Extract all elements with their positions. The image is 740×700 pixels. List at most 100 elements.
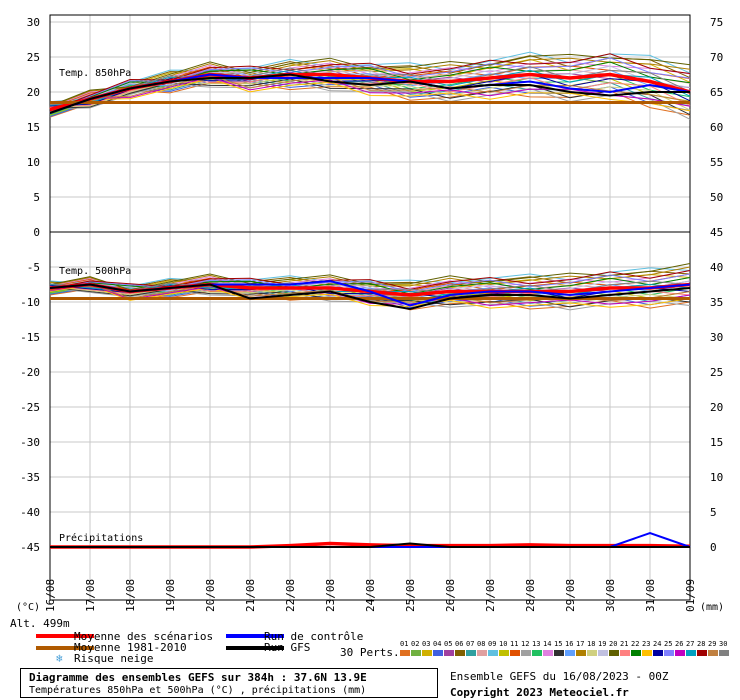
legend-snow: Risque neige: [74, 652, 154, 665]
pert-label: 12: [521, 640, 530, 648]
y-tick-label-right: 65: [710, 86, 723, 99]
pert-label: 01: [400, 640, 409, 648]
pert-label: 03: [422, 640, 431, 648]
pert-swatch: [565, 650, 575, 656]
x-tick-label: 22/08: [284, 579, 297, 612]
pert-swatch: [455, 650, 465, 656]
y-tick-label-left: -10: [20, 296, 40, 309]
x-tick-label: 29/08: [564, 579, 577, 612]
x-tick-label: 31/08: [644, 579, 657, 612]
y-tick-label-left: 10: [27, 156, 40, 169]
x-tick-label: 18/08: [124, 579, 137, 612]
chart-grid: [49, 14, 691, 601]
pert-swatch: [631, 650, 641, 656]
pert-swatch: [609, 650, 619, 656]
y-tick-label-right: 50: [710, 191, 723, 204]
pert-swatch: [411, 650, 421, 656]
pert-swatch: [708, 650, 718, 656]
x-tick-label: 26/08: [444, 579, 457, 612]
pert-label: 22: [631, 640, 640, 648]
y-tick-label-right: 30: [710, 331, 723, 344]
ensemble-line-500: [49, 263, 691, 291]
x-tick-label: 19/08: [164, 579, 177, 612]
pert-label: 18: [587, 640, 596, 648]
pert-label: 27: [686, 640, 695, 648]
legend-gfs: Run GFS: [264, 641, 311, 654]
pert-label: 13: [532, 640, 541, 648]
pert-label: 05: [444, 640, 453, 648]
pert-swatch: [642, 650, 652, 656]
y-tick-label-left: 30: [27, 16, 40, 29]
pert-swatch: [488, 650, 498, 656]
pert-label: 26: [675, 640, 684, 648]
y-tick-label-left: -25: [20, 401, 40, 414]
ensemble-line-500: [49, 283, 691, 307]
y-tick-label-right: 55: [710, 156, 723, 169]
y-tick-label-right: 60: [710, 121, 723, 134]
pert-label: 21: [620, 640, 629, 648]
x-tick-label: 21/08: [244, 579, 257, 612]
y-tick-label-left: 5: [33, 191, 40, 204]
panel-label-precip: Précipitations: [59, 532, 143, 544]
y-tick-label-right: 40: [710, 261, 723, 274]
y-tick-label-right: 70: [710, 51, 723, 64]
chart-ticks: 16/08 17/08 18/08 19/08 20/08 21/08 22/08 23/08…: [20, 16, 723, 612]
panel-label-500: Temp. 500hPa: [59, 266, 131, 277]
y-tick-label-left: 20: [27, 86, 40, 99]
pert-swatch: [477, 650, 487, 656]
pert-label: 25: [664, 640, 673, 648]
pert-swatch: [510, 650, 520, 656]
y-tick-label-right: 0: [710, 541, 717, 554]
x-tick-label: 24/08: [364, 579, 377, 612]
y-tick-label-right: 20: [710, 401, 723, 414]
pert-swatch: [686, 650, 696, 656]
ensemble-line-850: [49, 78, 691, 114]
legend-swatch-clim: [36, 646, 94, 650]
pert-swatch: [664, 650, 674, 656]
y-tick-label-left: -40: [20, 506, 40, 519]
pert-swatch: [719, 650, 729, 656]
legend-swatch-mean: [36, 634, 94, 638]
y-tick-label-left: 15: [27, 121, 40, 134]
legend-clim: Moyenne 1981-2010: [74, 641, 187, 654]
y-tick-label-right: 25: [710, 366, 723, 379]
panel-label-850: Temp. 850hPa: [59, 68, 131, 79]
pert-swatch: [422, 650, 432, 656]
pert-swatch: [444, 650, 454, 656]
caption-box: Diagramme des ensembles GEFS sur 384h : …: [20, 668, 438, 698]
x-tick-label: 01/09: [684, 579, 697, 612]
x-tick-label: 30/08: [604, 579, 617, 612]
x-tick-label: 20/08: [204, 579, 217, 612]
pert-label: 29: [708, 640, 717, 648]
pert-swatch: [675, 650, 685, 656]
y-tick-label-right: 45: [710, 226, 723, 239]
pert-label: 14: [543, 640, 552, 648]
y-tick-label-left: -45: [20, 541, 40, 554]
pert-label: 07: [466, 640, 475, 648]
pert-label: 09: [488, 640, 497, 648]
pert-swatch: [532, 650, 542, 656]
y-right-unit: (mm): [700, 602, 724, 613]
pert-label: 15: [554, 640, 563, 648]
run-info: Ensemble GEFS du 16/08/2023 - 00Z: [450, 670, 669, 683]
legend-swatch-control: [226, 634, 284, 638]
x-tick-label: 25/08: [404, 579, 417, 612]
legend-swatch-gfs: [226, 646, 284, 650]
series-line-500: [49, 283, 691, 311]
y-tick-label-left: -15: [20, 331, 40, 344]
y-tick-label-right: 75: [710, 16, 723, 29]
series-line-850: [49, 73, 690, 114]
pert-swatch: [653, 650, 663, 656]
ensemble-line-500: [49, 284, 691, 309]
x-tick-label: 27/08: [484, 579, 497, 612]
y-tick-label-right: 35: [710, 296, 723, 309]
pert-swatch: [587, 650, 597, 656]
y-tick-label-left: -20: [20, 366, 40, 379]
ensemble-line-850: [49, 76, 691, 113]
pert-swatch: [400, 650, 410, 656]
pert-label: 20: [609, 640, 618, 648]
pert-swatch: [598, 650, 608, 656]
legend-mean: Moyenne des scénarios: [74, 630, 214, 643]
y-tick-label-right: 15: [710, 436, 723, 449]
legend-control: Run de contrôle: [264, 630, 364, 643]
